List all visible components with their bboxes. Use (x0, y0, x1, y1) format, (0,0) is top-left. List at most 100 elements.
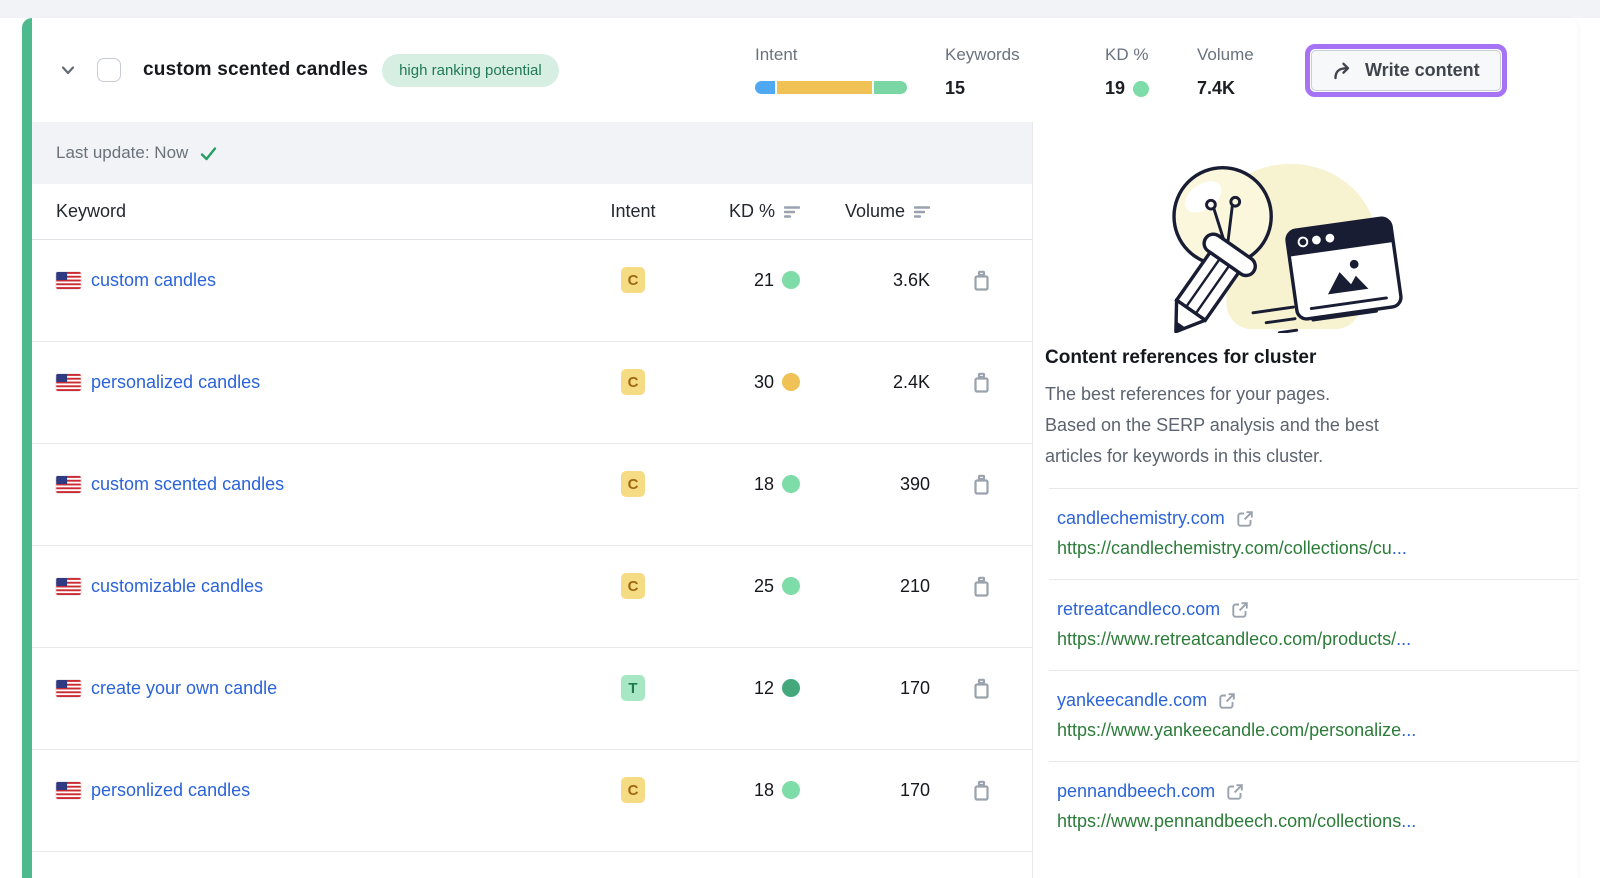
reference-url: https://www.retreatcandleco.com/products… (1057, 629, 1412, 649)
trash-icon[interactable] (971, 473, 992, 496)
intent-badge: C (621, 777, 645, 803)
redirect-arrow-icon (1334, 62, 1350, 79)
kd-value: 18 (753, 473, 774, 494)
volume-value: 7.4K (1197, 78, 1236, 98)
reference-item: candlechemistry.com https://candlechemis… (1049, 488, 1578, 579)
metric-kd: KD % 19 (1105, 45, 1150, 99)
kd-value: 30 (753, 371, 774, 392)
table-row: create your own candle T 12 170 (32, 648, 1032, 750)
intent-distribution-bar (755, 81, 907, 94)
col-volume[interactable]: Volume (800, 201, 930, 222)
keyword-link[interactable]: custom scented candles (91, 473, 285, 494)
keyword-link[interactable]: customizable candles (91, 575, 264, 596)
intent-badge: C (621, 267, 645, 293)
table-row: personalized candles C 30 2.4K (32, 342, 1032, 444)
metric-volume: Volume 7.4K (1197, 45, 1254, 99)
us-flag-icon (56, 679, 81, 697)
sort-icon[interactable] (914, 205, 930, 219)
kd-value: 12 (753, 677, 774, 698)
us-flag-icon (56, 577, 81, 595)
intent-segment-transactional (874, 81, 907, 94)
table-row: customizable candles C 25 210 (32, 546, 1032, 648)
reference-url: https://www.yankeecandle.com/personalize… (1057, 720, 1417, 740)
reference-url: https://www.pennandbeech.com/collections… (1057, 811, 1417, 831)
kd-value: 21 (753, 269, 774, 290)
intent-badge: C (621, 369, 645, 395)
url-ellipsis: ... (1401, 811, 1417, 831)
volume-value: 170 (899, 779, 930, 800)
external-link-icon[interactable] (1230, 600, 1250, 620)
reference-item: yankeecandle.com https://www.yankeecandl… (1049, 670, 1578, 761)
keywords-value: 15 (945, 78, 966, 98)
kd-difficulty-dot (782, 373, 800, 391)
sort-icon[interactable] (784, 205, 800, 219)
content-illustration (1172, 163, 1403, 333)
url-ellipsis: ... (1391, 538, 1407, 558)
volume-value: 3.6K (892, 269, 930, 290)
keyword-link[interactable]: personlized candles (91, 779, 251, 800)
keywords-label: Keywords (945, 45, 1020, 64)
cluster-title: custom scented candles (143, 59, 369, 80)
table-row: custom scented candles C 18 390 (32, 444, 1032, 546)
trash-icon[interactable] (971, 575, 992, 598)
reference-domain-link[interactable]: pennandbeech.com (1057, 781, 1216, 801)
volume-value: 210 (899, 575, 930, 596)
write-content-button[interactable]: Write content (1311, 50, 1501, 91)
cluster-checkbox[interactable] (97, 58, 121, 82)
reference-domain-link[interactable]: retreatcandleco.com (1057, 599, 1221, 619)
last-update-bar: Last update: Now (32, 122, 1032, 184)
url-ellipsis: ... (1401, 720, 1417, 740)
intent-segment-informational (755, 81, 775, 94)
kd-difficulty-dot (782, 475, 800, 493)
kd-difficulty-dot (1133, 80, 1150, 97)
table-row: custom candles C 21 3.6K (32, 240, 1032, 342)
keyword-link[interactable]: personalized candles (91, 371, 261, 392)
cluster-header: custom scented candles high ranking pote… (32, 18, 1578, 122)
volume-label: Volume (1197, 45, 1254, 64)
external-link-icon[interactable] (1217, 691, 1237, 711)
external-link-icon[interactable] (1225, 782, 1245, 802)
keyword-table: Last update: Now Keyword Intent KD % Vol… (32, 122, 1032, 878)
last-update-text: Last update: Now (56, 143, 189, 162)
cluster-card: custom scented candles high ranking pote… (22, 18, 1578, 878)
trash-icon[interactable] (971, 677, 992, 700)
external-link-icon[interactable] (1235, 509, 1255, 529)
reference-item: pennandbeech.com https://www.pennandbeec… (1049, 761, 1578, 852)
ranking-potential-badge: high ranking potential (382, 53, 559, 87)
keyword-link[interactable]: custom candles (91, 269, 217, 290)
intent-badge: C (621, 573, 645, 599)
us-flag-icon (56, 475, 81, 493)
kd-difficulty-dot (782, 271, 800, 289)
references-panel: Content references for cluster The best … (1032, 122, 1578, 878)
us-flag-icon (56, 373, 81, 391)
metric-intent: Intent (755, 45, 907, 94)
intent-badge: T (621, 675, 645, 701)
trash-icon[interactable] (971, 779, 992, 802)
us-flag-icon (56, 781, 81, 799)
trash-icon[interactable] (971, 371, 992, 394)
chevron-down-icon[interactable] (58, 60, 78, 80)
kd-value: 18 (753, 779, 774, 800)
kd-label: KD % (1105, 45, 1149, 64)
keyword-link[interactable]: create your own candle (91, 677, 278, 698)
kd-difficulty-dot (782, 781, 800, 799)
us-flag-icon (56, 271, 81, 289)
col-kd[interactable]: KD % (673, 201, 800, 222)
reference-item: retreatcandleco.com https://www.retreatc… (1049, 579, 1578, 670)
kd-value: 25 (753, 575, 774, 596)
volume-value: 390 (899, 473, 930, 494)
references-title: Content references for cluster (1045, 347, 1317, 368)
reference-url: https://candlechemistry.com/collections/… (1057, 538, 1407, 558)
trash-icon[interactable] (971, 269, 992, 292)
intent-badge: C (621, 471, 645, 497)
top-strip (0, 0, 1600, 18)
volume-value: 170 (899, 677, 930, 698)
write-content-highlight: Write content (1305, 44, 1507, 97)
references-description: The best references for your pages. Base… (1045, 384, 1379, 466)
metric-keywords: Keywords 15 (945, 45, 1020, 99)
col-intent: Intent (610, 201, 656, 221)
reference-domain-link[interactable]: yankeecandle.com (1057, 690, 1208, 710)
col-keyword: Keyword (56, 201, 127, 221)
volume-value: 2.4K (892, 371, 930, 392)
reference-domain-link[interactable]: candlechemistry.com (1057, 508, 1225, 528)
